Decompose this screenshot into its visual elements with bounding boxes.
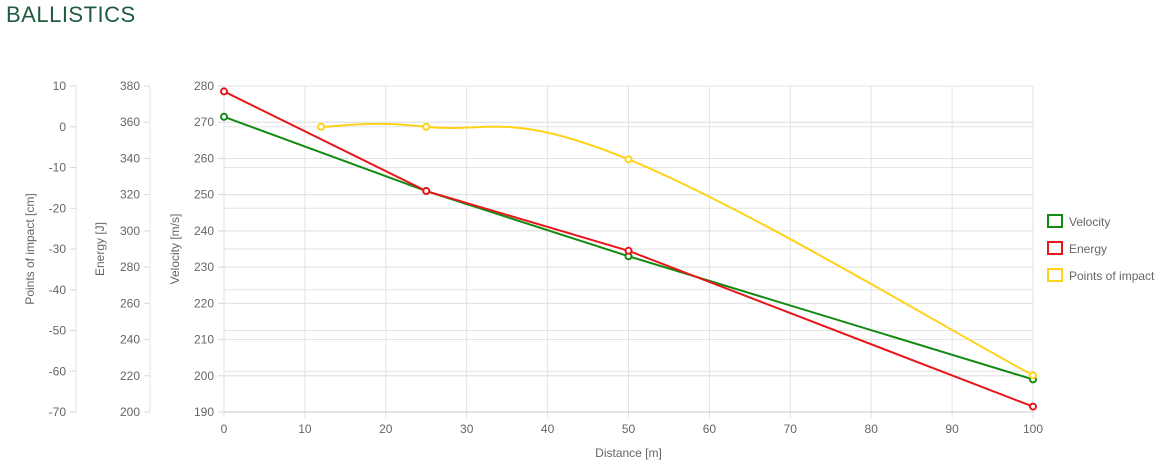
- x-tick-label: 90: [945, 422, 959, 436]
- energy-tick-label: 280: [120, 260, 140, 274]
- legend-label: Velocity: [1069, 215, 1110, 229]
- energy-tick-label: 360: [120, 115, 140, 129]
- x-axis-title: Distance [m]: [595, 446, 662, 460]
- energy-point: [422, 187, 431, 196]
- legend-swatch: [1047, 241, 1063, 255]
- impact-tick-label: 10: [53, 79, 67, 93]
- series-layer: [220, 87, 1037, 411]
- page-title: BALLISTICS: [6, 2, 136, 27]
- x-tick-label: 10: [298, 422, 312, 436]
- energy-line: [223, 90, 1034, 408]
- velocity-tick-label: 230: [194, 260, 214, 274]
- x-tick-label: 70: [784, 422, 798, 436]
- x-tick-label: 0: [221, 422, 228, 436]
- legend-item-velocity[interactable]: Velocity: [1047, 214, 1110, 229]
- impact-tick-label: 0: [59, 120, 66, 134]
- legend-swatch: [1047, 268, 1063, 282]
- impact-tick-label: -70: [49, 405, 67, 419]
- points-of-impact-point: [1029, 371, 1037, 380]
- x-tick-label: 80: [865, 422, 879, 436]
- legend-label: Energy: [1069, 242, 1107, 256]
- velocity-tick-label: 280: [194, 79, 214, 93]
- velocity-tick-label: 210: [194, 333, 214, 347]
- x-tick-label: 20: [379, 422, 393, 436]
- impact-axis-title: Points of impact [cm]: [23, 193, 37, 304]
- energy-tick-label: 260: [120, 296, 140, 310]
- energy-tick-label: 320: [120, 188, 140, 202]
- energy-tick-label: 380: [120, 79, 140, 93]
- velocity-tick-label: 190: [194, 405, 214, 419]
- x-tick-label: 50: [622, 422, 636, 436]
- energy-tick-label: 340: [120, 151, 140, 165]
- points-of-impact-point: [624, 155, 633, 164]
- energy-tick-label: 240: [120, 333, 140, 347]
- velocity-tick-label: 260: [194, 151, 214, 165]
- energy-axis-title: Energy [J]: [93, 222, 107, 276]
- points-of-impact-point: [422, 122, 431, 131]
- x-tick-label: 30: [460, 422, 474, 436]
- legend-label: Points of impact: [1069, 269, 1155, 283]
- energy-point: [220, 87, 228, 96]
- axes: 0 10 20 30 40 50 60 70 80 90 100100-10-20-30-40-50…: [23, 79, 1043, 436]
- energy-point: [624, 246, 633, 255]
- x-tick-label: 100: [1023, 422, 1043, 436]
- legend[interactable]: Velocity Energy Points of impact: [1047, 214, 1155, 283]
- energy-point: [1029, 402, 1037, 411]
- impact-tick-label: -60: [49, 364, 67, 378]
- energy-tick-label: 220: [120, 369, 140, 383]
- velocity-axis-title: Velocity [m/s]: [168, 214, 182, 285]
- x-tick-label: 40: [541, 422, 555, 436]
- energy-tick-label: 200: [120, 405, 140, 419]
- x-tick-label: 60: [703, 422, 717, 436]
- velocity-line: [223, 115, 1034, 381]
- impact-tick-label: -40: [49, 283, 67, 297]
- points-of-impact-line: [321, 122, 1034, 377]
- impact-tick-label: -50: [49, 324, 67, 338]
- velocity-tick-label: 220: [194, 296, 214, 310]
- impact-tick-label: -30: [49, 242, 67, 256]
- velocity-tick-label: 240: [194, 224, 214, 238]
- velocity-point: [220, 112, 228, 121]
- legend-item-points-of-impact[interactable]: Points of impact: [1047, 268, 1155, 283]
- energy-tick-label: 300: [120, 224, 140, 238]
- legend-swatch: [1047, 214, 1063, 228]
- velocity-tick-label: 200: [194, 369, 214, 383]
- legend-item-energy[interactable]: Energy: [1047, 241, 1107, 256]
- points-of-impact-point: [317, 122, 326, 131]
- impact-tick-label: -10: [49, 161, 67, 175]
- velocity-tick-label: 250: [194, 188, 214, 202]
- velocity-tick-label: 270: [194, 115, 214, 129]
- impact-tick-label: -20: [49, 201, 67, 215]
